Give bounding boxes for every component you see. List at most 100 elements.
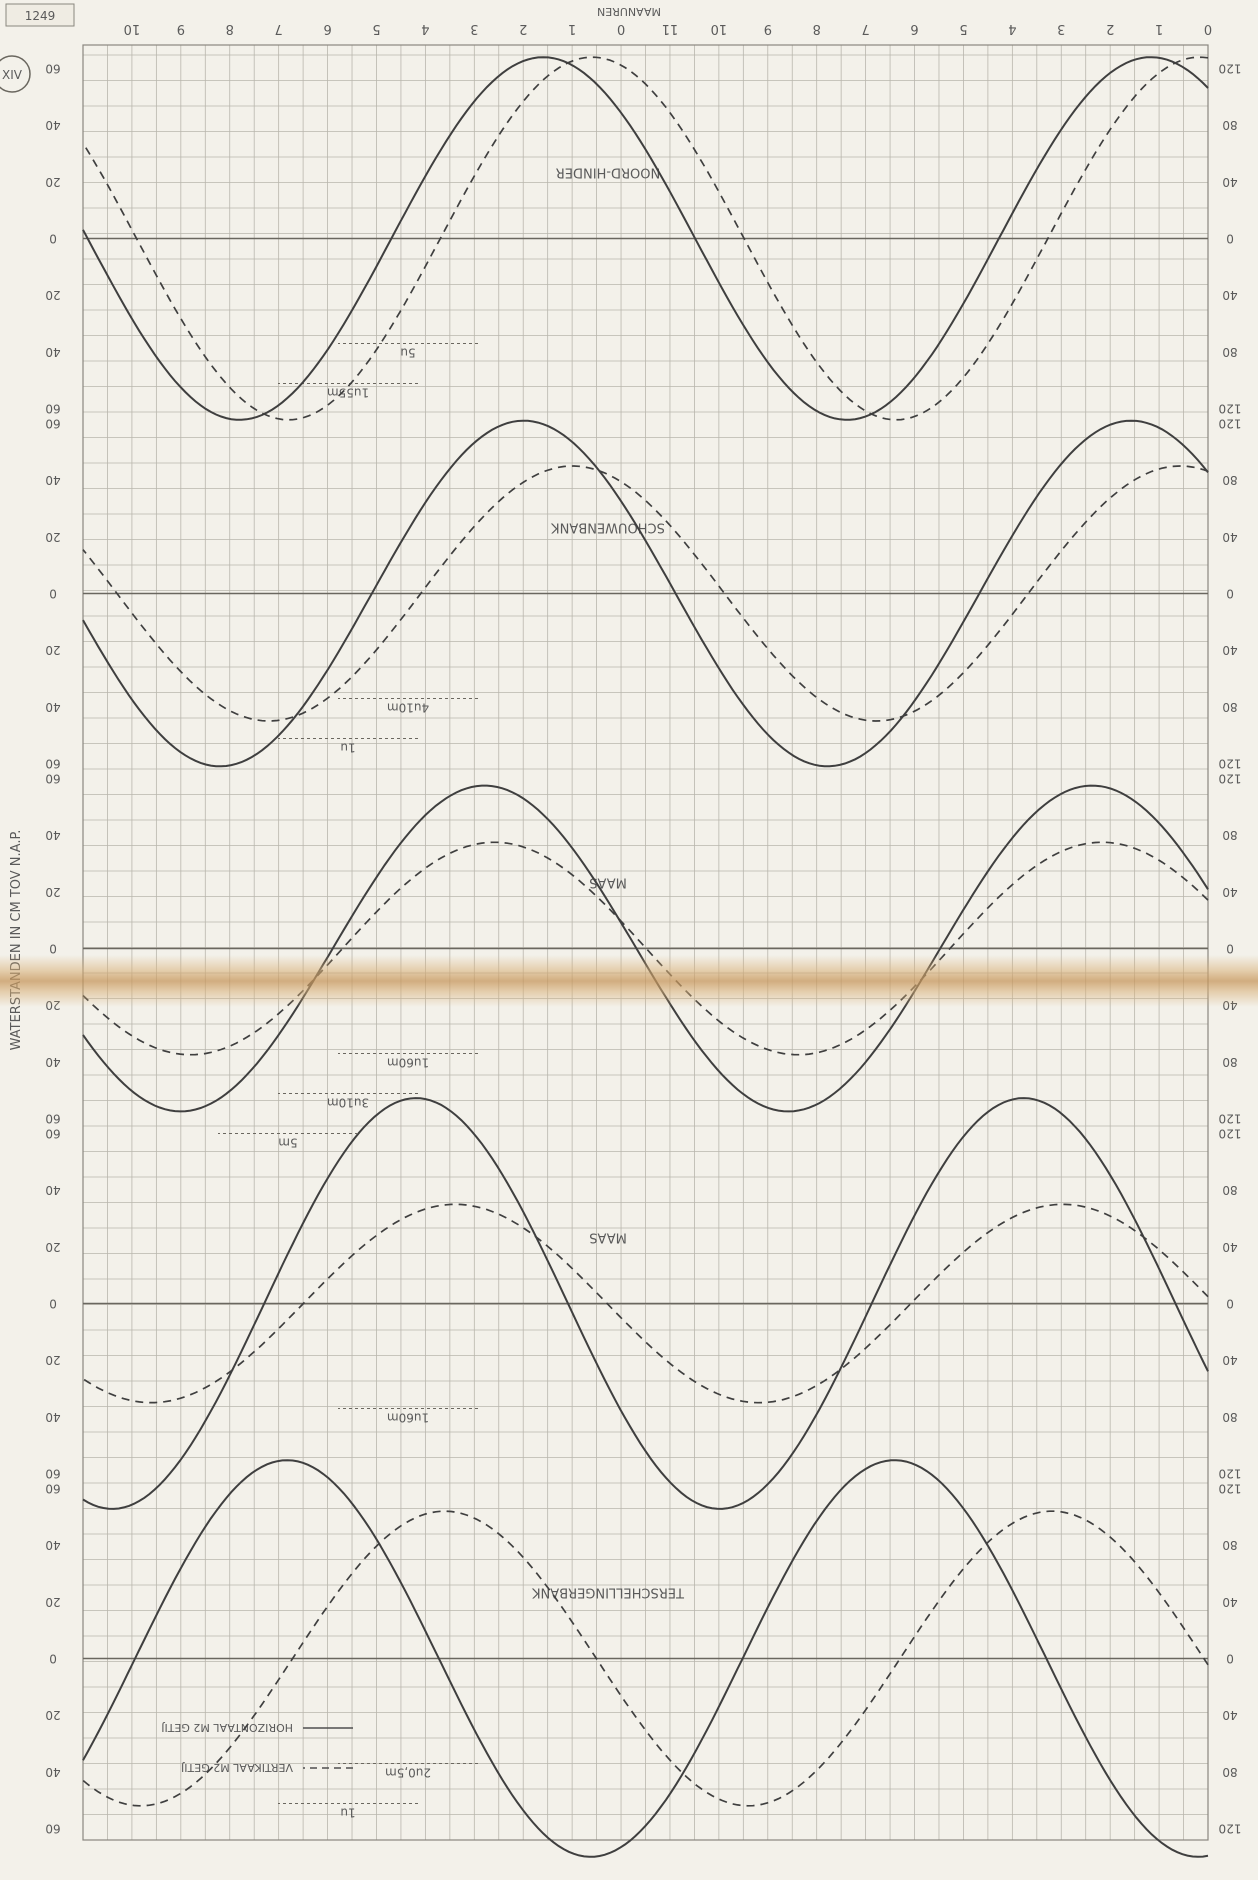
left-tick-label: 120 [1219, 1822, 1242, 1836]
left-tick-label: 80 [1222, 700, 1237, 714]
hour-axis-title: MAANUREN [597, 5, 661, 18]
right-tick-label: 0 [49, 232, 57, 246]
page-mark: XIV [2, 68, 23, 82]
hour-tick-label: 0 [617, 21, 625, 36]
annotation-label: 1u [340, 1806, 355, 1820]
hour-tick-label: 6 [323, 21, 331, 36]
right-tick-label: 40 [45, 118, 60, 132]
hour-tick-label: 2 [1106, 21, 1114, 36]
right-tick-label: 40 [45, 700, 60, 714]
right-tick-label: 60 [45, 1482, 60, 1496]
left-tick-label: 80 [1222, 345, 1237, 359]
annotation-label: 1u [340, 741, 355, 755]
legend-label: HORIZONTAAL M2 GETIJ [161, 1721, 293, 1734]
left-tick-label: 40 [1222, 998, 1237, 1012]
right-tick-label: 40 [45, 345, 60, 359]
left-tick-label: 0 [1226, 1297, 1234, 1311]
left-tick-label: 120 [1219, 1127, 1242, 1141]
right-tick-label: 20 [45, 175, 60, 189]
annotation-label: 3u10m [327, 1096, 369, 1110]
right-tick-label: 0 [49, 1297, 57, 1311]
left-tick-label: 120 [1219, 1467, 1242, 1481]
station-name: MAAS [589, 1230, 627, 1245]
panel-3: 120 80 40 0 40 80 120 60 40 20 0 20 40 60 SCHOUWENBANK… [45, 417, 1241, 771]
vertical-tide-curve [82, 1203, 1209, 1404]
hour-tick-label: 4 [421, 21, 429, 36]
annotation-label: 5m [278, 1136, 297, 1150]
right-tick-label: 40 [45, 828, 60, 842]
left-tick-label: 40 [1222, 643, 1237, 657]
left-tick-label: 0 [1226, 232, 1234, 246]
right-tick-label: 40 [45, 1538, 60, 1552]
station-name: TERSCHELLINGERBANK [532, 1585, 685, 1600]
right-tick-label: 20 [45, 288, 60, 302]
hour-tick-label: 2 [519, 21, 527, 36]
right-tick-label: 60 [45, 1112, 60, 1126]
grid [82, 45, 1209, 1841]
right-tick-label: 60 [45, 1822, 60, 1836]
horizontal-tide-curve [82, 56, 1209, 421]
right-tick-label: 20 [45, 1708, 60, 1722]
legend-label: VERTIKAAL M2 GETIJ [181, 1761, 293, 1774]
left-tick-label: 120 [1219, 62, 1242, 76]
left-tick-label: 120 [1219, 772, 1242, 786]
left-tick-label: 80 [1222, 1410, 1237, 1424]
hour-tick-label: 1 [568, 21, 576, 36]
vertical-tide-curve [82, 841, 1209, 1056]
left-tick-label: 80 [1222, 1055, 1237, 1069]
left-tick-label: 120 [1219, 402, 1242, 416]
hour-tick-label: 11 [662, 21, 679, 36]
right-tick-label: 60 [45, 757, 60, 771]
hour-tick-label: 8 [226, 21, 234, 36]
left-tick-label: 40 [1222, 288, 1237, 302]
annotation-label: 5u [400, 346, 415, 360]
left-tick-label: 40 [1222, 530, 1237, 544]
hour-tick-label: 10 [711, 21, 728, 36]
right-tick-label: 0 [49, 942, 57, 956]
hour-tick-label: 7 [861, 21, 869, 36]
left-axis-title: WATERSTANDEN IN CM TOV N.A.P. [9, 830, 24, 1051]
panel-2: 1208040040801206040200204060MAAS1u60m3u1… [45, 772, 1241, 1150]
sheet-code-box [5, 3, 75, 27]
hour-tick-label: 10 [124, 21, 141, 36]
right-tick-label: 40 [45, 1765, 60, 1779]
right-tick-label: 20 [45, 998, 60, 1012]
hour-tick-label: 9 [177, 21, 185, 36]
hour-tick-label: 3 [1057, 21, 1065, 36]
right-tick-label: 20 [45, 1353, 60, 1367]
right-tick-label: 60 [45, 417, 60, 431]
panel-0: 120 80 40 0 40 80 120 60 40 20 0 20 40 60 TERSCHELLING… [45, 1459, 1242, 1858]
left-tick-label: 80 [1222, 118, 1237, 132]
station-name: SCHOUWENBANK [551, 520, 665, 535]
plot-frame [82, 44, 1209, 1841]
left-tick-label: 80 [1222, 828, 1237, 842]
left-tick-label: 120 [1219, 1482, 1242, 1496]
left-tick-label: 120 [1219, 757, 1242, 771]
left-tick-label: 120 [1219, 417, 1242, 431]
hour-tick-label: 4 [1008, 21, 1016, 36]
right-tick-label: 0 [49, 587, 57, 601]
right-tick-label: 0 [49, 1652, 57, 1666]
vertical-tide-curve [82, 56, 1209, 421]
horizontal-tide-curve [82, 1459, 1209, 1858]
left-tick-label: 0 [1226, 587, 1234, 601]
left-tick-label: 80 [1222, 473, 1237, 487]
right-tick-label: 20 [45, 1595, 60, 1609]
right-tick-label: 60 [45, 1127, 60, 1141]
right-tick-label: 40 [45, 1410, 60, 1424]
panel-1: 120 80 40 0 40 80 120 60 40 20 0 20 40 60 MAAS 1u60m [45, 1097, 1242, 1510]
hour-tick-label: 9 [764, 21, 772, 36]
left-tick-label: 80 [1222, 1538, 1237, 1552]
left-tick-label: 0 [1226, 942, 1234, 956]
left-tick-label: 120 [1219, 1112, 1242, 1126]
left-tick-label: 40 [1222, 885, 1237, 899]
hour-tick-label: 7 [275, 21, 283, 36]
right-tick-label: 20 [45, 885, 60, 899]
right-tick-label: 20 [45, 1240, 60, 1254]
legend: VERTIKAAL M2 GETIJ HORIZONTAAL M2 GETIJ [161, 1721, 353, 1774]
vertical-tide-curve [82, 1510, 1209, 1807]
hour-tick-label: 1 [1155, 21, 1163, 36]
right-tick-label: 60 [45, 1467, 60, 1481]
